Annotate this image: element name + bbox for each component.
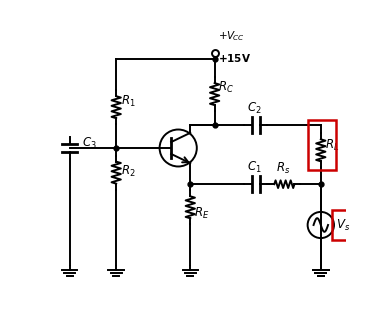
Text: $V_s$: $V_s$	[336, 217, 351, 232]
Text: $\mathbf{+15V}$: $\mathbf{+15V}$	[218, 52, 251, 64]
Text: $C_2$: $C_2$	[247, 100, 262, 116]
Bar	[333, 210, 356, 241]
Text: $R_2$: $R_2$	[121, 163, 136, 179]
Text: $C_1$: $C_1$	[247, 160, 262, 175]
Text: $C_3$: $C_3$	[82, 136, 97, 151]
Text: $R_s$: $R_s$	[276, 161, 291, 177]
Text: $R_E$: $R_E$	[194, 206, 210, 221]
Text: $R_L$: $R_L$	[325, 138, 339, 153]
Text: $R_1$: $R_1$	[121, 94, 136, 109]
Bar	[308, 120, 336, 170]
Text: $R_C$: $R_C$	[218, 80, 234, 95]
Text: $+V_{\!\mathit{CC}}$: $+V_{\!\mathit{CC}}$	[218, 29, 245, 43]
